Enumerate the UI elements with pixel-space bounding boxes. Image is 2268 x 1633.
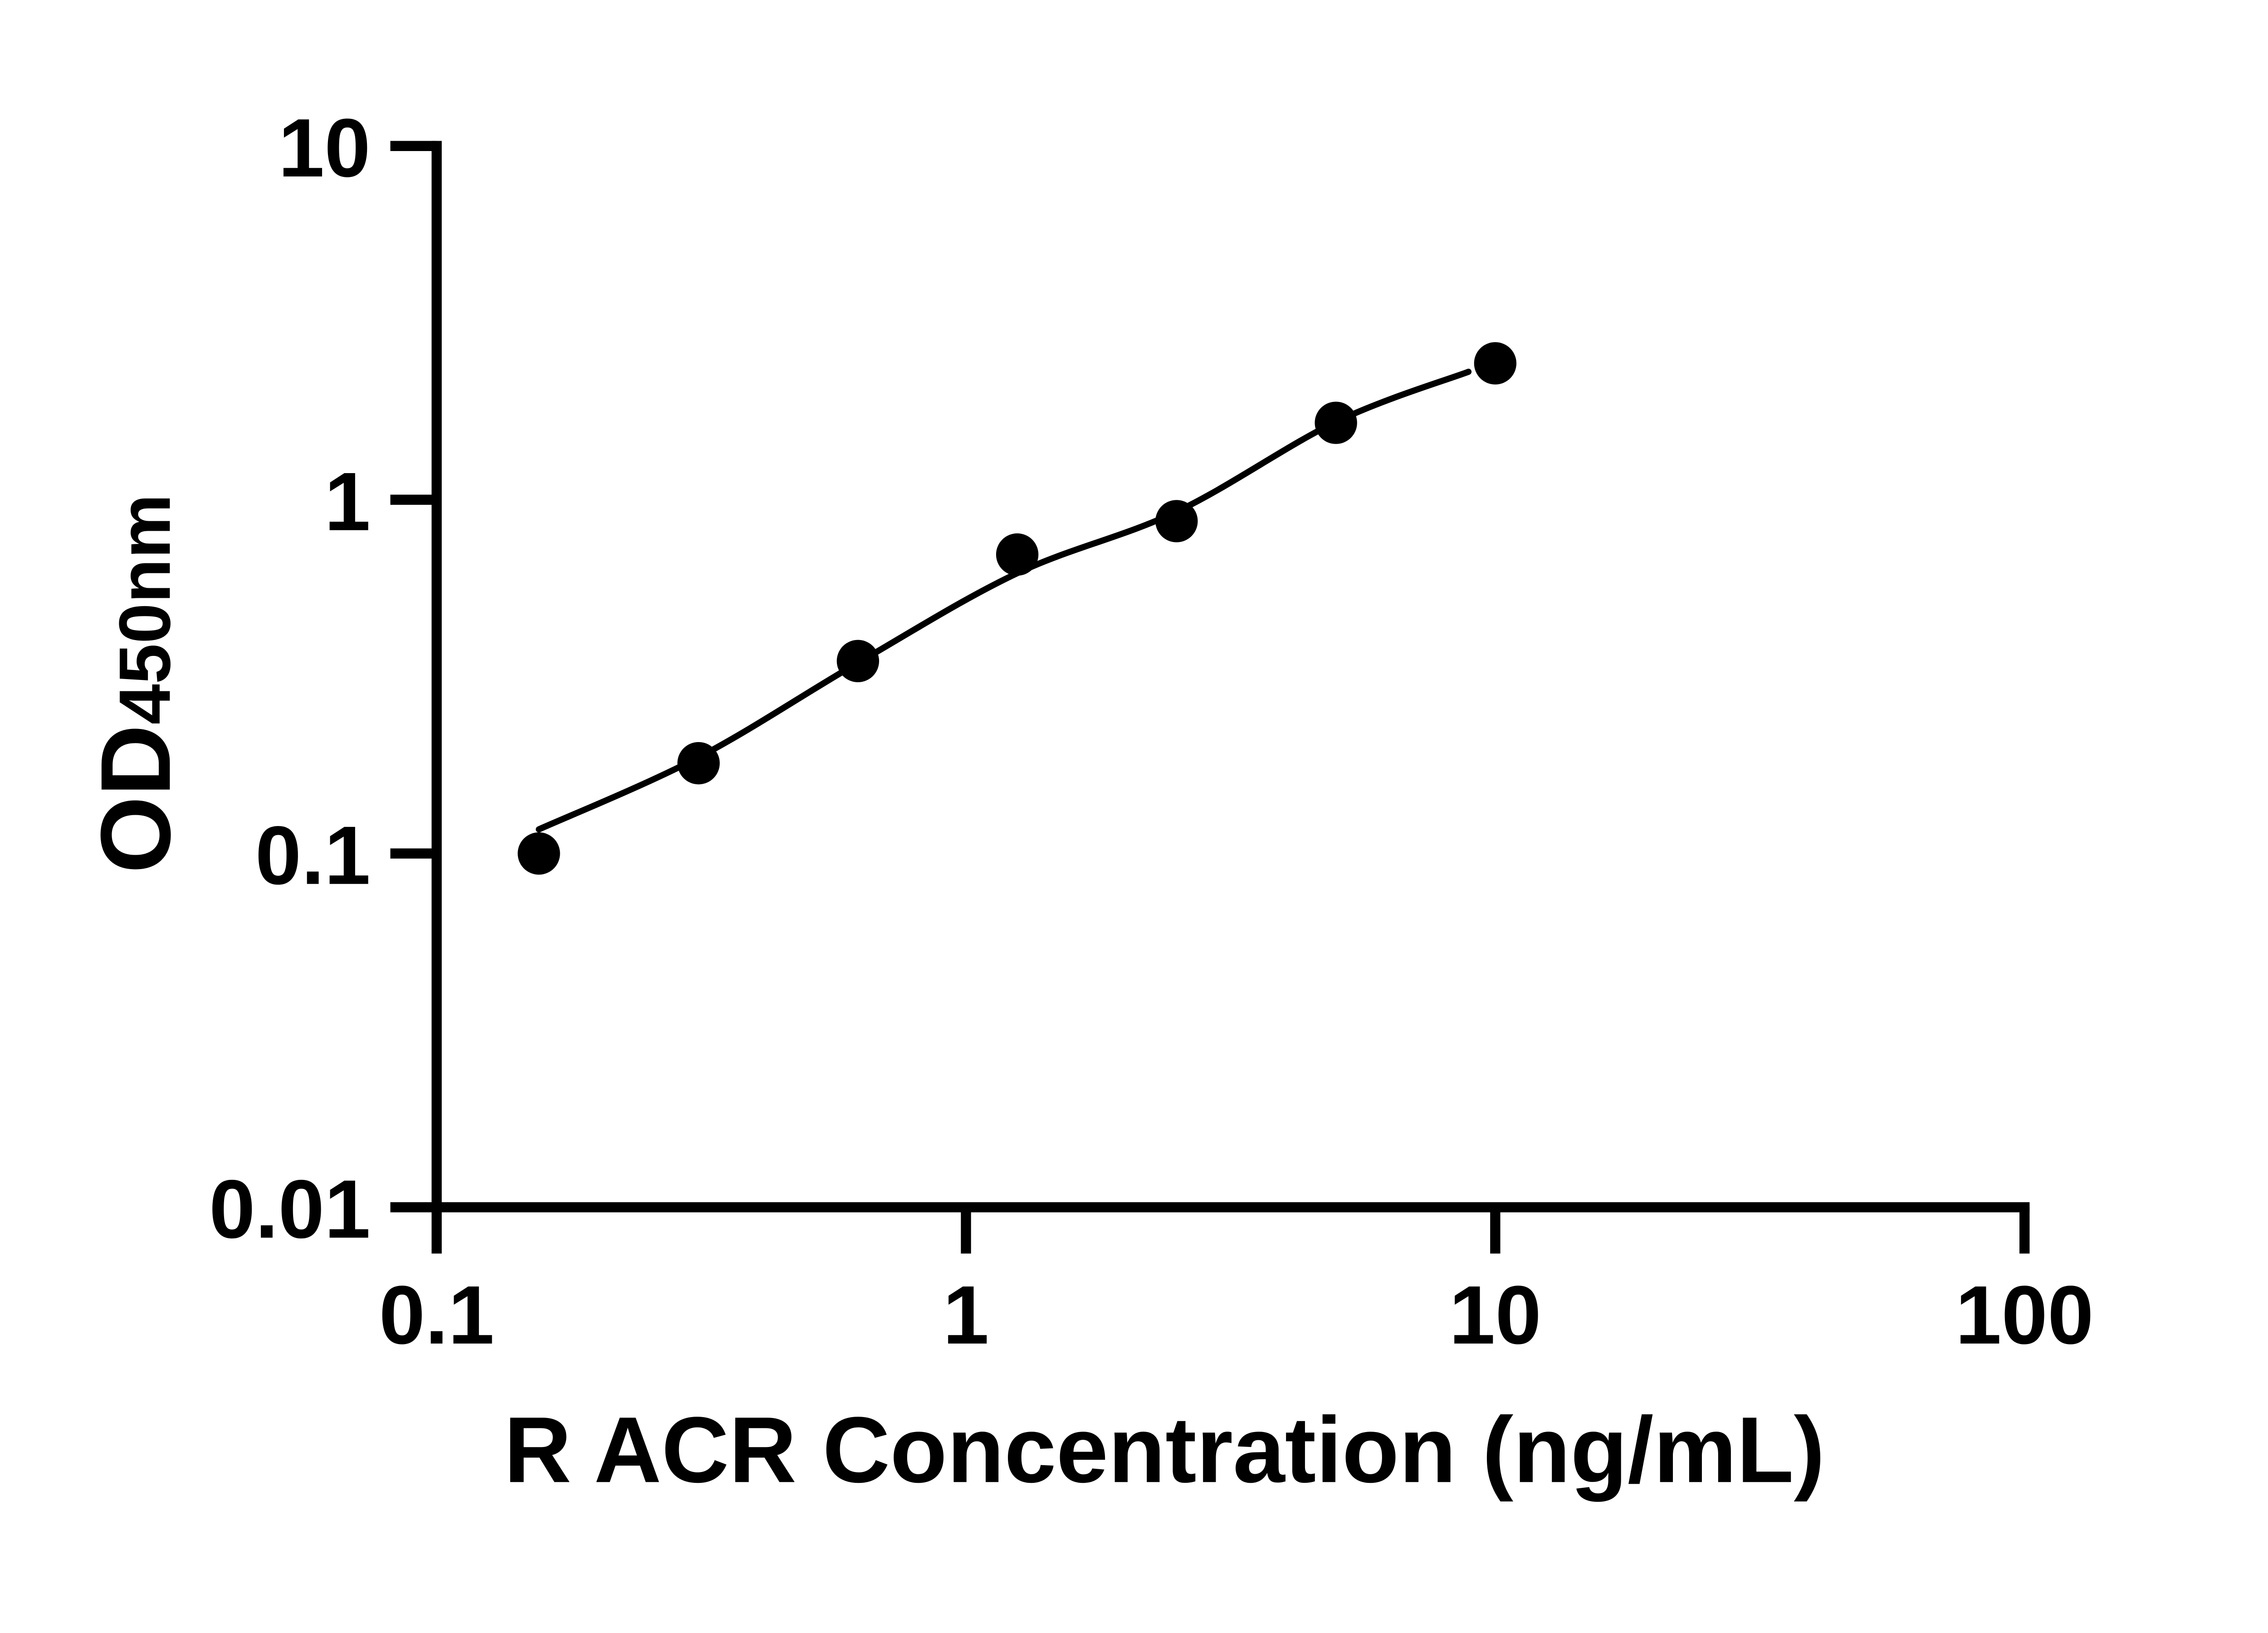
data-point-marker-2 xyxy=(677,742,720,785)
y-axis-title: OD450nm xyxy=(80,494,191,874)
x-axis-title: R ACR Concentration (ng/mL) xyxy=(504,1397,1825,1502)
elisa-standard-curve-figure: 10 1 0.1 0.01 0.1 1 10 100 R ACR Concent… xyxy=(80,101,2094,1502)
data-point-marker-6 xyxy=(1315,401,1357,444)
plot-layer xyxy=(390,141,2030,1254)
x-tick-label-1: 1 xyxy=(943,1269,989,1361)
x-tick-label-10: 10 xyxy=(1449,1269,1541,1361)
y-tick-label-10: 10 xyxy=(278,102,370,194)
data-point-marker-4 xyxy=(996,533,1039,576)
data-point-marker-5 xyxy=(1155,500,1198,543)
y-axis-title-subscript: 450nm xyxy=(104,494,185,724)
y-tick-label-0.1: 0.1 xyxy=(255,809,371,902)
y-tick-label-1: 1 xyxy=(324,455,371,548)
x-tick-label-100: 100 xyxy=(1955,1269,2094,1361)
x-tick-label-0.1: 0.1 xyxy=(379,1269,494,1361)
y-axis-title-main: OD xyxy=(80,724,191,873)
y-tick-label-0.01: 0.01 xyxy=(209,1163,371,1256)
data-point-marker-7 xyxy=(1474,342,1517,385)
data-point-marker-3 xyxy=(836,640,880,682)
data-point-marker-1 xyxy=(518,832,560,875)
standard-curve-chart: 10 1 0.1 0.01 0.1 1 10 100 R ACR Concent… xyxy=(80,101,2094,1502)
